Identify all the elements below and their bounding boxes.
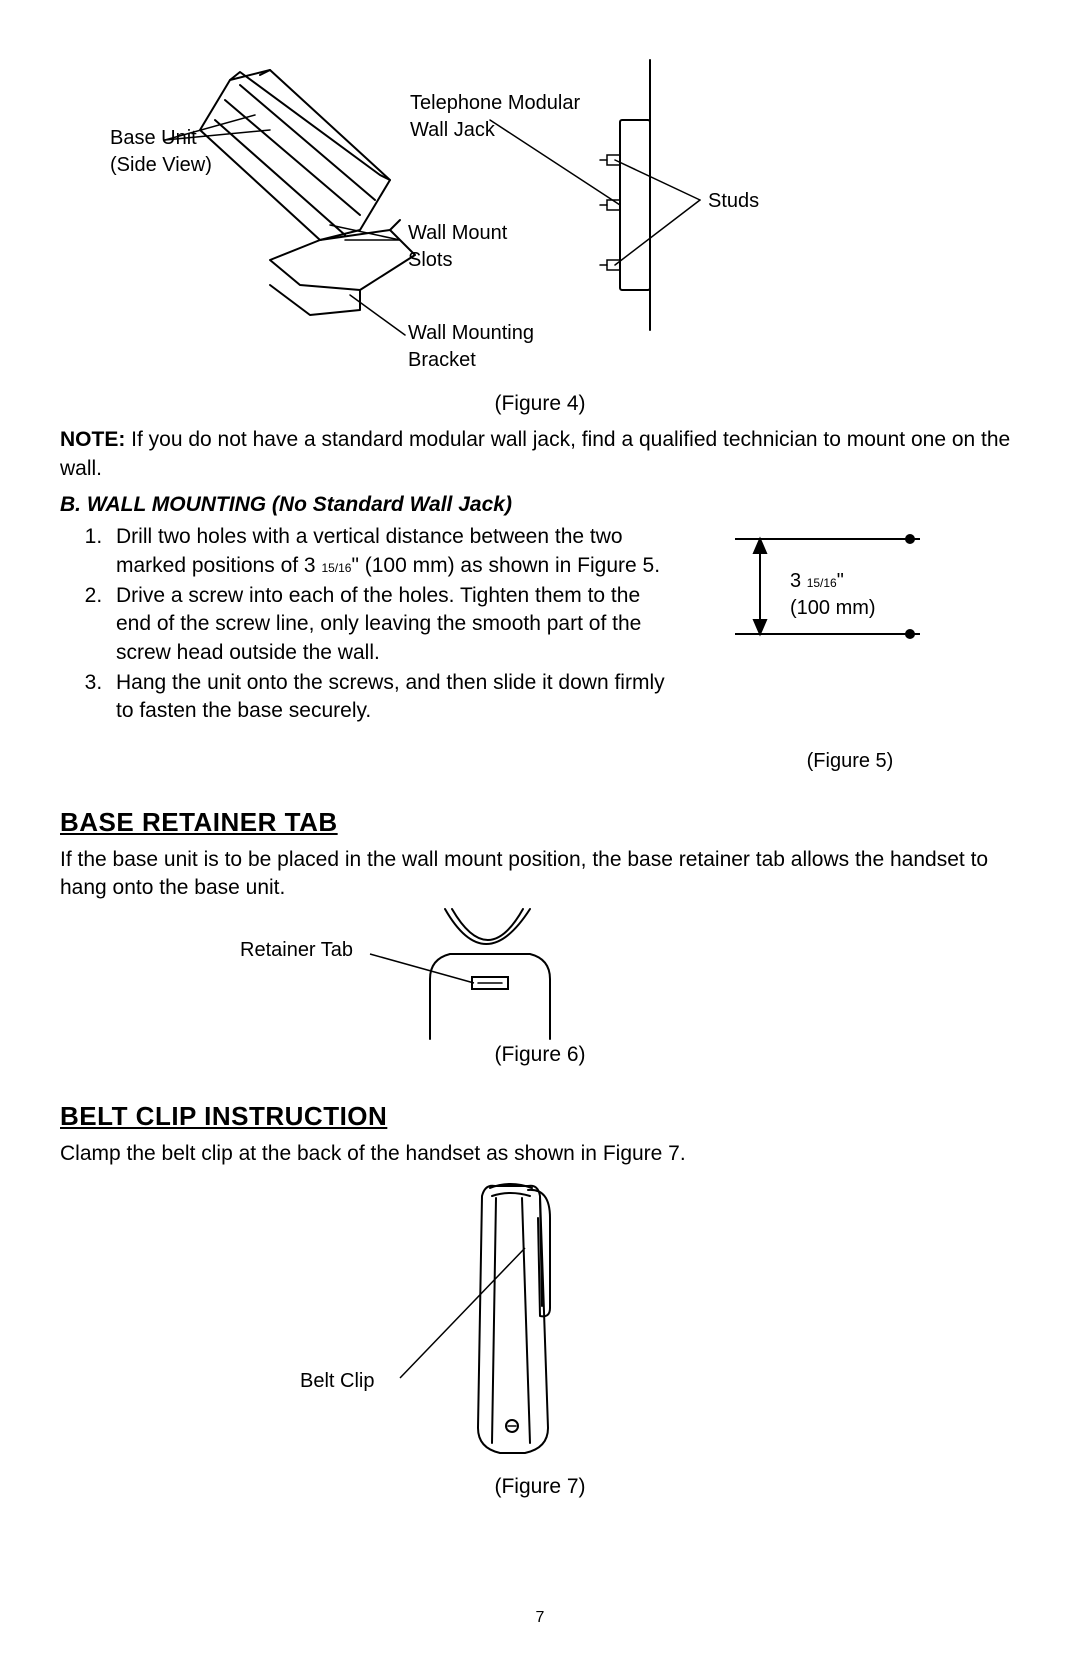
- step-1: Drill two holes with a vertical distance…: [108, 523, 680, 580]
- figure-4-caption: (Figure 4): [60, 390, 1020, 418]
- label-belt-clip: Belt Clip: [300, 1368, 374, 1395]
- figure-7-svg: [400, 1178, 620, 1478]
- figure-7-caption: (Figure 7): [60, 1473, 1020, 1501]
- label-telephone-jack: Telephone Modular Wall Jack: [410, 90, 580, 144]
- figure-6-area: Retainer Tab (Figure 6): [60, 909, 1020, 1069]
- figure-6-svg: [370, 909, 610, 1049]
- figure-5-caption: (Figure 5): [720, 748, 980, 775]
- belt-clip-text: Clamp the belt clip at the back of the h…: [60, 1140, 1020, 1168]
- figure-7-area: Belt Clip (Figure 7): [60, 1178, 1020, 1508]
- label-studs: Studs: [708, 188, 759, 215]
- figure-6-caption: (Figure 6): [60, 1041, 1020, 1069]
- heading-base-retainer: BASE RETAINER TAB: [60, 805, 1020, 840]
- note-text: NOTE: If you do not have a standard modu…: [60, 426, 1020, 483]
- section-b-steps: Drill two holes with a vertical distance…: [60, 523, 680, 725]
- base-retainer-text: If the base unit is to be placed in the …: [60, 846, 1020, 903]
- figure-4-area: Base Unit (Side View) Telephone Modular …: [60, 60, 1020, 380]
- label-wall-mount-slots: Wall Mount Slots: [408, 220, 507, 274]
- step-2: Drive a screw into each of the holes. Ti…: [108, 582, 680, 667]
- section-b-title: B. WALL MOUNTING (No Standard Wall Jack): [60, 491, 1020, 519]
- label-base-unit: Base Unit (Side View): [110, 125, 212, 179]
- figure-5-dim: 3 15/16" (100 mm): [790, 568, 876, 622]
- figure-5: 3 15/16" (100 mm) (Figure 5): [720, 519, 980, 774]
- page-number: 7: [0, 1607, 1080, 1629]
- label-retainer-tab: Retainer Tab: [240, 937, 353, 964]
- step-3: Hang the unit onto the screws, and then …: [108, 669, 680, 726]
- heading-belt-clip: BELT CLIP INSTRUCTION: [60, 1099, 1020, 1134]
- label-wall-mounting-bracket: Wall Mounting Bracket: [408, 320, 534, 374]
